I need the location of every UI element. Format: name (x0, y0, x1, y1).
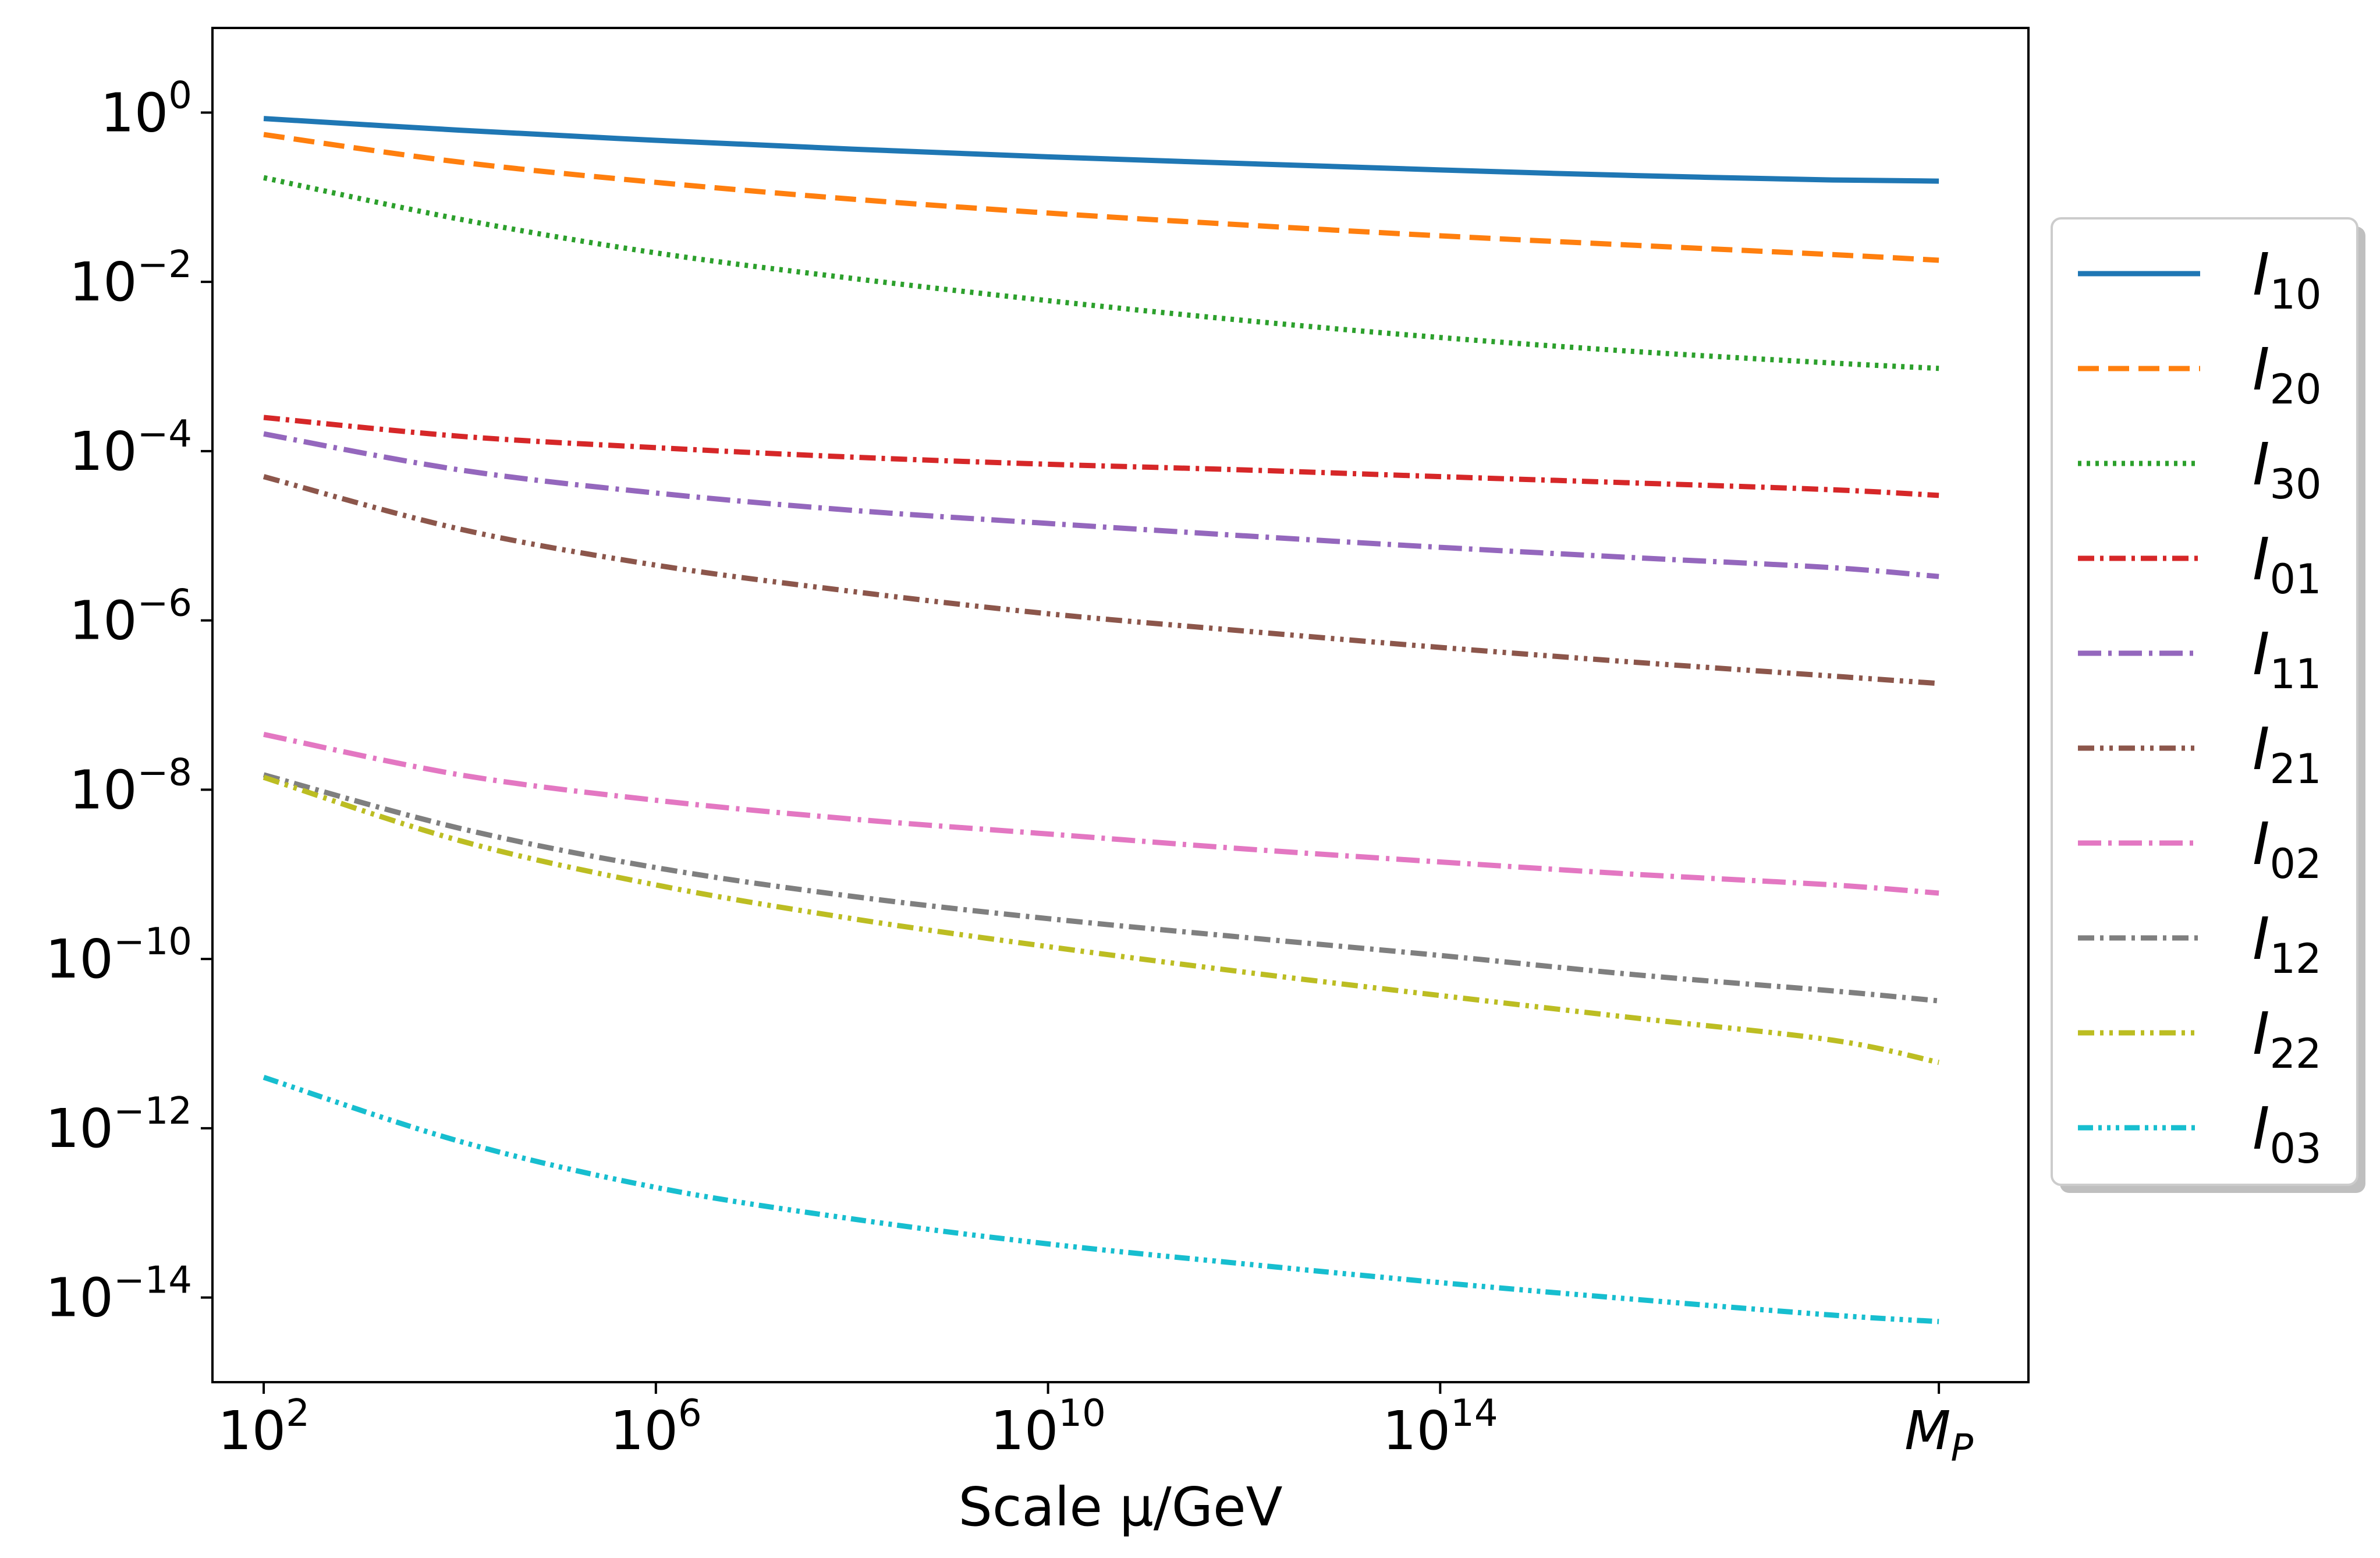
y-tick-label: 10−8 (69, 751, 192, 821)
y-tick-label: 10−12 (45, 1090, 192, 1160)
series-line-I30 (263, 175, 1939, 371)
legend-entry-label: I11 (2253, 620, 2322, 698)
legend-entry-label: I22 (2253, 1000, 2322, 1078)
y-tick-label: 10−14 (45, 1259, 192, 1329)
legend-box (2051, 217, 2358, 1186)
legend-entry-label: I30 (2253, 430, 2322, 508)
y-tick-label: 10−4 (69, 413, 192, 483)
legend-entry-label: I21 (2253, 715, 2322, 793)
series-layer (263, 116, 1940, 1325)
series-line-I12 (263, 772, 1939, 1004)
plot-background (212, 28, 2028, 1382)
y-tick-label: 10−2 (69, 243, 192, 313)
x-tick-label: MP (1904, 1400, 1973, 1470)
x-axis-label: Scale μ/GeV (958, 1476, 1282, 1538)
legend-entry-label: I10 (2253, 240, 2322, 318)
legend: I10 I20 I30 I01 I11 I21 I02 I12 I22 I03 (2051, 217, 2365, 1193)
y-axis-ticks: 100 10−2 10−4 10−6 10−8 10−10 10−12 10−14 (45, 74, 212, 1329)
legend-entry-label: I03 (2253, 1095, 2322, 1173)
series-line-I20 (263, 132, 1939, 263)
series-line-I03 (263, 1075, 1939, 1325)
series-line-I10 (263, 116, 1939, 184)
x-tick-label: 1014 (1382, 1392, 1498, 1462)
series-line-I22 (263, 774, 1940, 1065)
series-line-I11 (263, 431, 1939, 579)
series-line-I21 (263, 474, 1939, 686)
legend-entry-label: I12 (2253, 905, 2322, 983)
series-line-I01 (263, 415, 1939, 498)
x-axis-ticks: 102 106 1010 1014 MP (218, 1382, 1974, 1470)
series-line-I02 (263, 731, 1939, 896)
y-tick-label: 10−6 (69, 582, 192, 652)
plot-frame (211, 27, 2030, 1383)
legend-entry-label: I20 (2253, 335, 2322, 413)
x-tick-label: 102 (218, 1392, 310, 1462)
legend-entry-label: I02 (2253, 810, 2322, 888)
legend-entry-label: I01 (2253, 525, 2322, 603)
x-tick-label: 106 (610, 1392, 702, 1462)
y-tick-label: 100 (100, 74, 192, 144)
y-tick-label: 10−10 (45, 920, 192, 990)
x-tick-label: 1010 (990, 1392, 1106, 1462)
